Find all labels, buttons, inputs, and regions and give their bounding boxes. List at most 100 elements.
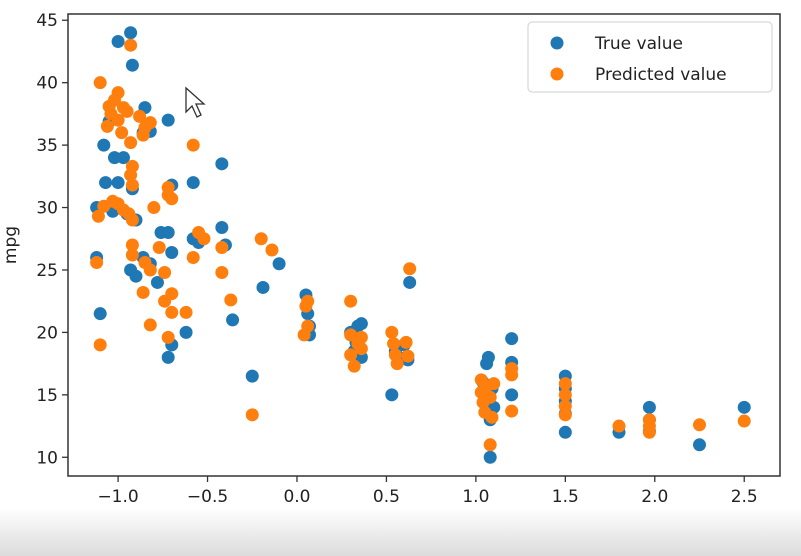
data-point [111, 34, 125, 48]
data-point [354, 317, 368, 331]
data-point [215, 265, 229, 279]
data-point [354, 330, 368, 344]
y-axis: 10 15 20 25 30 35 40 45 [36, 11, 68, 468]
data-point [344, 348, 358, 362]
x-tick-label: −0.5 [187, 487, 228, 507]
data-point [152, 240, 166, 254]
data-point [354, 342, 368, 356]
data-point [385, 325, 399, 339]
x-tick-label: 1.0 [462, 487, 489, 507]
data-point [100, 119, 114, 133]
data-point [612, 419, 626, 433]
data-point [385, 388, 399, 402]
data-point [186, 176, 200, 190]
data-point [158, 265, 172, 279]
series-predicted-value [90, 38, 751, 452]
y-tick-label: 35 [36, 136, 58, 156]
data-point [483, 438, 497, 452]
data-point [347, 359, 361, 373]
data-point [111, 176, 125, 190]
data-point [215, 157, 229, 171]
data-point [272, 257, 286, 271]
data-point [737, 414, 751, 428]
data-point [483, 450, 497, 464]
data-point [254, 232, 268, 246]
data-point [505, 404, 519, 418]
data-point [124, 38, 138, 52]
data-point [401, 349, 415, 363]
data-point [642, 425, 656, 439]
legend-box [527, 21, 773, 93]
data-point [165, 192, 179, 206]
data-point [485, 410, 499, 424]
x-tick-label: 0.5 [373, 487, 400, 507]
y-tick-label: 15 [36, 386, 58, 406]
data-point [150, 275, 164, 289]
data-point [215, 240, 229, 254]
data-point [692, 438, 706, 452]
data-point [125, 178, 139, 192]
x-tick-label: −1.0 [97, 487, 138, 507]
data-point [737, 400, 751, 414]
data-point [136, 285, 150, 299]
data-point [124, 136, 138, 150]
data-point [245, 408, 259, 422]
data-point [226, 313, 240, 327]
data-point [387, 337, 401, 351]
data-point [161, 226, 175, 240]
legend: True value Predicted value [527, 21, 773, 93]
data-point [143, 263, 157, 277]
data-point [179, 325, 193, 339]
data-point [403, 262, 417, 276]
data-point [91, 209, 105, 223]
y-tick-label: 25 [36, 261, 58, 281]
x-tick-label: 0.0 [283, 487, 310, 507]
legend-label-true-value: True value [594, 34, 683, 54]
y-tick-label: 10 [36, 448, 58, 468]
data-point [165, 305, 179, 319]
data-point [97, 138, 111, 152]
data-point [115, 126, 129, 140]
data-point [642, 400, 656, 414]
data-point [265, 243, 279, 257]
y-axis-label: mpg [1, 226, 21, 264]
data-point [505, 332, 519, 346]
data-point [558, 408, 572, 422]
y-tick-label: 40 [36, 74, 58, 94]
data-point [116, 151, 130, 165]
legend-marker-predicted-value [550, 67, 564, 81]
data-point [111, 113, 125, 127]
data-point [245, 369, 259, 383]
mouse-cursor-icon [185, 86, 206, 118]
x-tick-label: 2.0 [641, 487, 668, 507]
legend-marker-true-value [550, 36, 564, 50]
data-point [403, 275, 417, 289]
x-axis: −1.0 −0.5 0.0 0.5 1.0 1.5 2.0 2.5 [97, 476, 758, 507]
data-point [215, 221, 229, 235]
data-points [90, 26, 751, 464]
data-point [399, 335, 413, 349]
data-point [165, 287, 179, 301]
data-point [125, 248, 139, 262]
data-point [111, 86, 125, 100]
data-point [143, 318, 157, 332]
data-point [125, 238, 139, 252]
data-point [99, 176, 113, 190]
data-point [133, 109, 147, 123]
data-point [136, 128, 150, 142]
data-point [129, 269, 143, 283]
data-point [93, 307, 107, 321]
data-point [692, 418, 706, 432]
data-point [125, 213, 139, 227]
data-point [120, 104, 134, 118]
data-point [344, 294, 358, 308]
data-point [125, 58, 139, 72]
data-point [558, 425, 572, 439]
data-point [143, 116, 157, 130]
data-point [301, 294, 315, 308]
data-point [161, 330, 175, 344]
data-point [481, 350, 495, 364]
data-point [161, 350, 175, 364]
x-tick-label: 1.5 [552, 487, 579, 507]
